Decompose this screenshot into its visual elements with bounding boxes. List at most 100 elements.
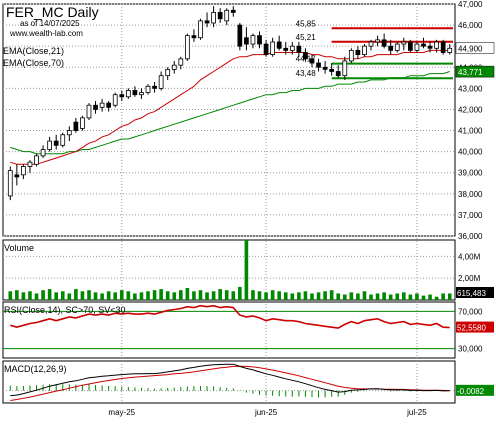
candle-body <box>217 12 223 20</box>
candle-body <box>342 60 348 77</box>
level-label: 45,21 <box>296 33 317 42</box>
candle-body <box>283 47 289 51</box>
volume-bar <box>93 292 98 300</box>
candle-body <box>139 92 144 96</box>
volume-bar <box>67 293 72 300</box>
volume-bar <box>139 292 144 300</box>
volume-panel-label: Volume <box>4 243 34 253</box>
price-y-tick-label: 42,000 <box>458 105 483 114</box>
candle-body <box>230 9 236 13</box>
candle-body <box>198 20 203 39</box>
volume-bar <box>8 291 13 300</box>
volume-bar <box>165 291 170 300</box>
volume-bar <box>434 296 439 300</box>
candle-body <box>86 104 92 119</box>
volume-bar <box>388 294 393 300</box>
macd-panel-label: MACD(12,26,9) <box>4 364 67 374</box>
volume-bar <box>303 291 308 300</box>
candle-body <box>47 140 53 150</box>
price-panel-frame <box>2 3 456 237</box>
volume-bar <box>283 292 288 300</box>
candle-body <box>309 58 315 64</box>
ema70-line <box>10 71 450 155</box>
candle-body <box>40 149 46 157</box>
last-price-tag-box <box>455 42 495 54</box>
x-tick-label: may-25 <box>108 408 135 417</box>
macd-last-box <box>456 384 494 396</box>
volume-bar <box>159 289 163 300</box>
candle-body <box>119 94 125 98</box>
candle-body <box>329 68 335 72</box>
volume-bar <box>349 292 354 300</box>
ema21-line <box>10 49 450 165</box>
candle-body <box>158 75 164 89</box>
candle-body <box>250 35 256 45</box>
rsi-last-box <box>456 321 494 333</box>
last-price-tag: 44,900 <box>458 44 483 53</box>
candle-body <box>191 35 197 39</box>
volume-bar <box>113 292 118 300</box>
candle-body <box>440 41 446 53</box>
volume-last-label: 615,483 <box>457 289 486 298</box>
candle-body <box>93 104 98 110</box>
volume-bar <box>179 290 183 300</box>
candle-body <box>80 117 85 129</box>
grid-lines <box>3 3 455 403</box>
volume-bar <box>126 291 131 300</box>
volume-bar <box>198 290 203 300</box>
candle-body <box>407 41 413 51</box>
candle-body <box>276 41 282 49</box>
candle-body <box>7 170 13 197</box>
volume-bar <box>441 293 445 300</box>
volume-bar <box>310 293 314 300</box>
volume-bar <box>152 290 157 300</box>
volume-bar <box>74 289 78 300</box>
ema70-last-tag-box <box>455 65 495 78</box>
volume-bar <box>41 290 45 300</box>
volume-bar <box>106 291 111 300</box>
volume-bar <box>54 292 58 300</box>
volume-bar <box>205 292 209 300</box>
volume-bar <box>421 295 426 300</box>
volume-bar <box>80 291 85 300</box>
candle-body <box>184 35 190 60</box>
volume-bar <box>415 293 419 300</box>
price-y-tick-label: 39,000 <box>458 169 483 178</box>
x-tick-label: jul-25 <box>406 408 427 417</box>
candle-body <box>178 58 184 66</box>
candle-body <box>132 90 138 96</box>
candle-body <box>335 71 341 77</box>
volume-bar <box>329 290 334 300</box>
volume-bar <box>47 289 52 300</box>
macd-last-label: -0,0082 <box>457 387 485 396</box>
candle-body <box>303 52 308 60</box>
volume-bar <box>218 289 222 300</box>
rsi-y-tick-label: 30,000 <box>458 345 483 354</box>
price-y-tick-label: 40,000 <box>458 148 483 157</box>
candle-body <box>99 102 105 108</box>
volume-bar <box>34 293 39 300</box>
candle-body <box>237 24 243 47</box>
volume-bar <box>100 293 104 300</box>
candle-body <box>414 43 420 51</box>
legend-ema21: EMA(Close,21) <box>3 46 64 56</box>
candle-body <box>257 35 262 45</box>
candle-body <box>263 43 269 56</box>
candle-body <box>434 41 439 49</box>
candle-body <box>53 140 59 146</box>
site-watermark: www.wealth-lab.com <box>9 29 83 38</box>
price-y-tick-label: 38,000 <box>458 190 483 199</box>
candle-body <box>355 50 361 56</box>
candle-body <box>401 41 407 45</box>
volume-bar <box>277 291 281 300</box>
candle-body <box>270 41 275 56</box>
candle-body <box>66 130 72 136</box>
volume-last-box <box>456 287 494 298</box>
macd-signal-line <box>10 365 450 401</box>
volume-bar <box>244 240 249 300</box>
volume-bar <box>264 292 268 300</box>
rsi-last-label: 52,5580 <box>457 324 486 333</box>
candle-body <box>381 39 387 47</box>
